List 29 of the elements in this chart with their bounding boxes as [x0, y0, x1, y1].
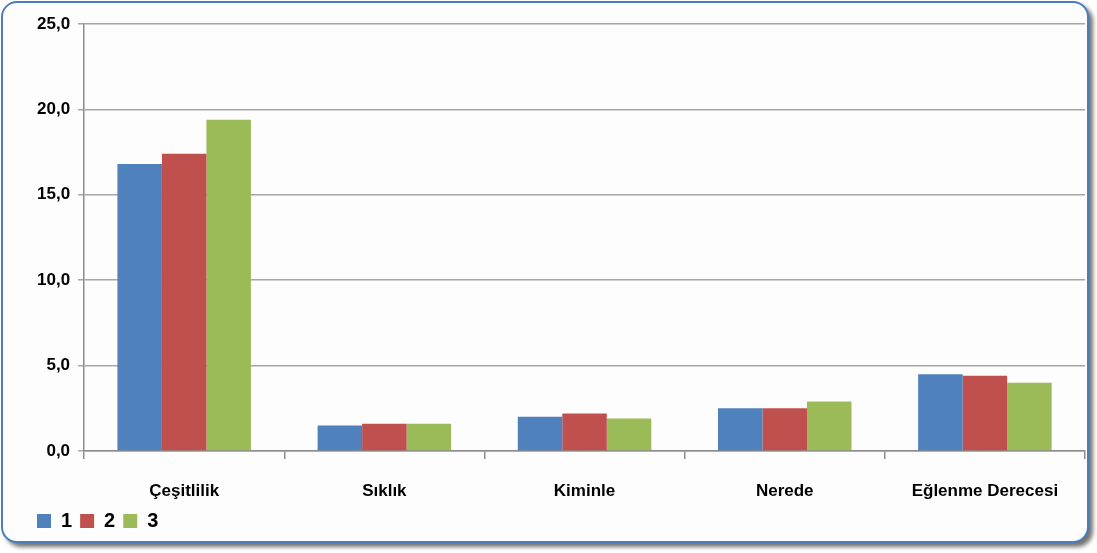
bar [806, 401, 852, 451]
y-tick-label: 20,0 [36, 99, 71, 119]
y-tick-label: 5,0 [46, 355, 71, 375]
bar [606, 418, 652, 451]
bar [1007, 382, 1052, 451]
bar [918, 374, 963, 451]
y-tick-label: 0,0 [46, 440, 71, 460]
legend-label: 2 [104, 508, 116, 531]
bar [762, 408, 807, 451]
bar [317, 425, 363, 451]
y-tick-label: 15,0 [36, 184, 71, 204]
bar [161, 153, 207, 451]
legend-label: 1 [61, 508, 73, 531]
bar [362, 423, 407, 451]
bar [717, 408, 763, 451]
legend-label: 3 [147, 508, 159, 531]
x-tick-label: Çeşitlilik [149, 480, 220, 500]
x-tick-label: Sıklık [362, 480, 408, 500]
bar [206, 119, 251, 451]
y-tick-label: 10,0 [36, 269, 71, 289]
y-tick-label: 25,0 [36, 13, 71, 33]
bar [117, 164, 162, 451]
bar [517, 416, 563, 451]
x-tick-label: Nerede [755, 480, 814, 500]
bar [406, 423, 452, 451]
bar [962, 375, 1008, 451]
x-tick-label: Kiminle [553, 480, 616, 500]
bar [562, 413, 607, 451]
x-tick-label: Eğlenme Derecesi [911, 480, 1059, 500]
